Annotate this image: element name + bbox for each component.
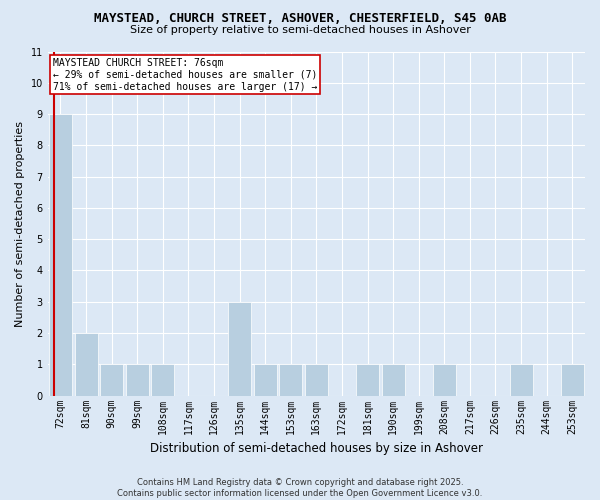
Y-axis label: Number of semi-detached properties: Number of semi-detached properties — [15, 120, 25, 326]
Bar — [49, 114, 72, 396]
Bar — [560, 364, 584, 396]
Bar — [228, 302, 251, 396]
Bar — [433, 364, 456, 396]
Text: Size of property relative to semi-detached houses in Ashover: Size of property relative to semi-detach… — [130, 25, 470, 35]
Bar — [382, 364, 404, 396]
Bar — [74, 333, 98, 396]
Bar — [305, 364, 328, 396]
X-axis label: Distribution of semi-detached houses by size in Ashover: Distribution of semi-detached houses by … — [150, 442, 483, 455]
Text: MAYSTEAD, CHURCH STREET, ASHOVER, CHESTERFIELD, S45 0AB: MAYSTEAD, CHURCH STREET, ASHOVER, CHESTE… — [94, 12, 506, 26]
Bar — [126, 364, 149, 396]
Text: Contains HM Land Registry data © Crown copyright and database right 2025.
Contai: Contains HM Land Registry data © Crown c… — [118, 478, 482, 498]
Bar — [509, 364, 533, 396]
Bar — [356, 364, 379, 396]
Bar — [279, 364, 302, 396]
Bar — [100, 364, 123, 396]
Bar — [254, 364, 277, 396]
Text: MAYSTEAD CHURCH STREET: 76sqm
← 29% of semi-detached houses are smaller (7)
71% : MAYSTEAD CHURCH STREET: 76sqm ← 29% of s… — [53, 58, 317, 92]
Bar — [151, 364, 175, 396]
